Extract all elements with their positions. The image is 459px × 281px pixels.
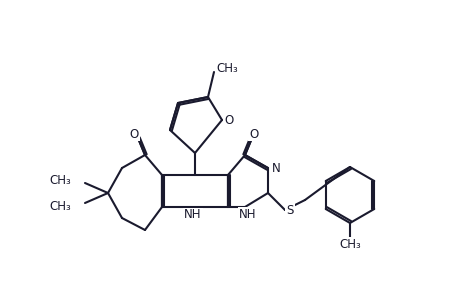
Text: CH₃: CH₃ bbox=[216, 62, 237, 74]
Text: S: S bbox=[285, 203, 293, 216]
Text: O: O bbox=[249, 128, 258, 140]
Text: NH: NH bbox=[239, 207, 256, 221]
Text: CH₃: CH₃ bbox=[49, 173, 71, 187]
Text: CH₃: CH₃ bbox=[49, 200, 71, 212]
Text: CH₃: CH₃ bbox=[338, 237, 360, 250]
Text: NH: NH bbox=[184, 209, 202, 221]
Text: N: N bbox=[271, 162, 280, 175]
Text: O: O bbox=[129, 128, 138, 140]
Text: O: O bbox=[224, 114, 233, 126]
